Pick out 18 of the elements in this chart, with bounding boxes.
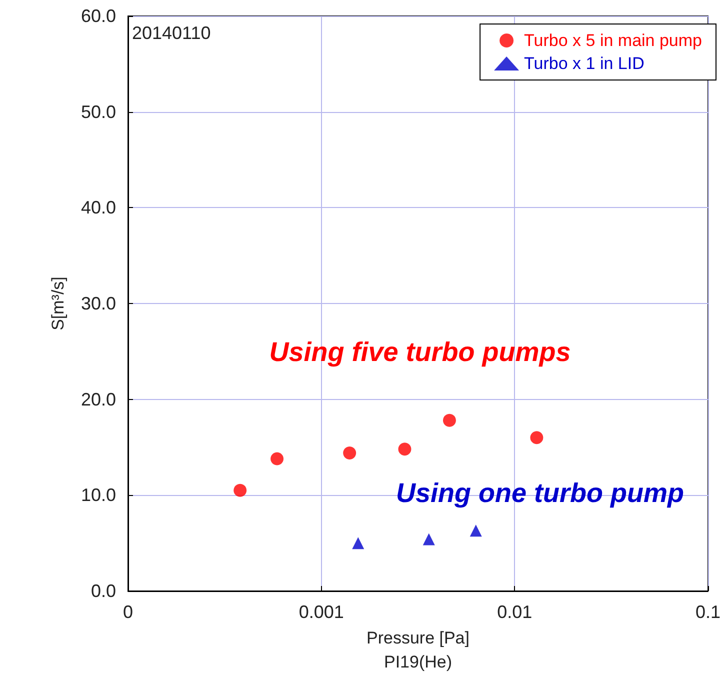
y-tick-label: 50.0 <box>80 102 116 122</box>
y-tick-label: 40.0 <box>80 198 116 218</box>
annotation: Using one turbo pump <box>396 478 684 508</box>
x-tick-label: 0.01 <box>497 602 532 622</box>
annotation: Using five turbo pumps <box>269 337 571 367</box>
x-tick-label: 0.1 <box>695 602 721 622</box>
y-axis-title: S[m³/s] <box>48 276 68 330</box>
x-tick-label: 0 <box>122 602 134 622</box>
y-tick-label: 0.0 <box>90 581 116 601</box>
legend-label: Turbo x 5 in main pump <box>524 31 702 50</box>
x-tick-label: 0.001 <box>298 602 344 622</box>
y-tick-label: 20.0 <box>80 389 116 410</box>
annotation: 20140110 <box>132 23 211 43</box>
y-tick-label: 30.0 <box>80 294 116 314</box>
y-tick-label: 60.0 <box>80 6 116 26</box>
x-axis-title: Pressure [Pa] PI19(He) <box>366 628 470 672</box>
legend-label: Turbo x 1 in LID <box>524 54 644 73</box>
y-tick-label: 10.0 <box>80 485 116 506</box>
